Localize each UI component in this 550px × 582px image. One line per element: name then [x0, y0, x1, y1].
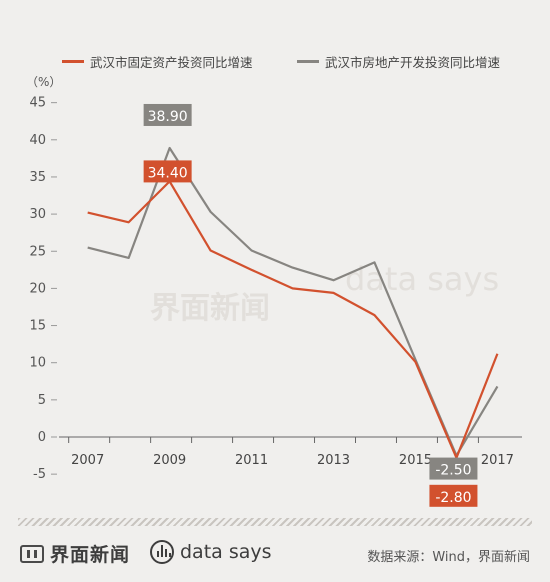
- data-label-text: 34.40: [148, 165, 188, 181]
- y-tick-label: 25: [29, 244, 46, 259]
- data-label-box: [143, 103, 192, 126]
- y-tick-label: -5: [33, 467, 46, 482]
- data-label-box: [429, 484, 478, 507]
- y-tick-label: 5: [38, 393, 46, 408]
- data-label-text: 38.90: [148, 109, 188, 125]
- x-tick-label: 2007: [71, 453, 104, 468]
- source-note: 数据来源：Wind，界面新闻: [367, 550, 530, 565]
- footer-divider: [18, 518, 532, 526]
- data-label-box: [429, 457, 478, 480]
- brand-name: 界面新闻: [50, 544, 131, 566]
- legend-item-real-estate: 武汉市房地产开发投资同比增速: [297, 52, 500, 71]
- y-tick-label: 20: [29, 281, 46, 296]
- y-tick-label: 15: [29, 319, 46, 334]
- jiemian-logo-icon: [20, 544, 44, 563]
- series-line-0: [87, 180, 499, 459]
- data-label-box: [143, 160, 192, 183]
- footer: 界面新闻 data says 数据来源：Wind，界面新闻: [0, 518, 550, 582]
- x-tick-label: 2009: [153, 453, 186, 468]
- data-label-text: -2.80: [435, 490, 471, 506]
- watermark-data-says: data says: [345, 260, 499, 298]
- y-tick-label: 35: [29, 170, 46, 185]
- waveform-icon: [150, 540, 174, 564]
- data-says-name: data says: [180, 541, 272, 563]
- x-tick-label: 2015: [399, 453, 432, 468]
- x-tick-label: 2013: [317, 453, 350, 468]
- legend: 武汉市固定资产投资同比增速 武汉市房地产开发投资同比增速: [0, 0, 550, 100]
- legend-swatch-gray: [297, 60, 319, 63]
- brand-logo: 界面新闻: [20, 540, 130, 567]
- x-tick-label: 2017: [481, 453, 514, 468]
- y-tick-label: 45: [29, 96, 46, 111]
- legend-label: 武汉市固定资产投资同比增速: [90, 55, 253, 70]
- x-tick-label: 2011: [235, 453, 268, 468]
- legend-item-fixed-asset: 武汉市固定资产投资同比增速: [62, 52, 253, 71]
- data-says-logo: data says: [150, 540, 272, 564]
- y-axis-unit-label: （%）: [26, 75, 61, 89]
- y-tick-label: 30: [29, 207, 46, 222]
- y-tick-label: 40: [29, 133, 46, 148]
- y-tick-label: 10: [29, 356, 46, 371]
- watermark-brand: 界面新闻: [150, 291, 270, 326]
- y-tick-label: 0: [38, 430, 46, 445]
- legend-label: 武汉市房地产开发投资同比增速: [325, 55, 501, 70]
- legend-swatch-orange: [62, 60, 84, 63]
- data-label-text: -2.50: [435, 463, 471, 479]
